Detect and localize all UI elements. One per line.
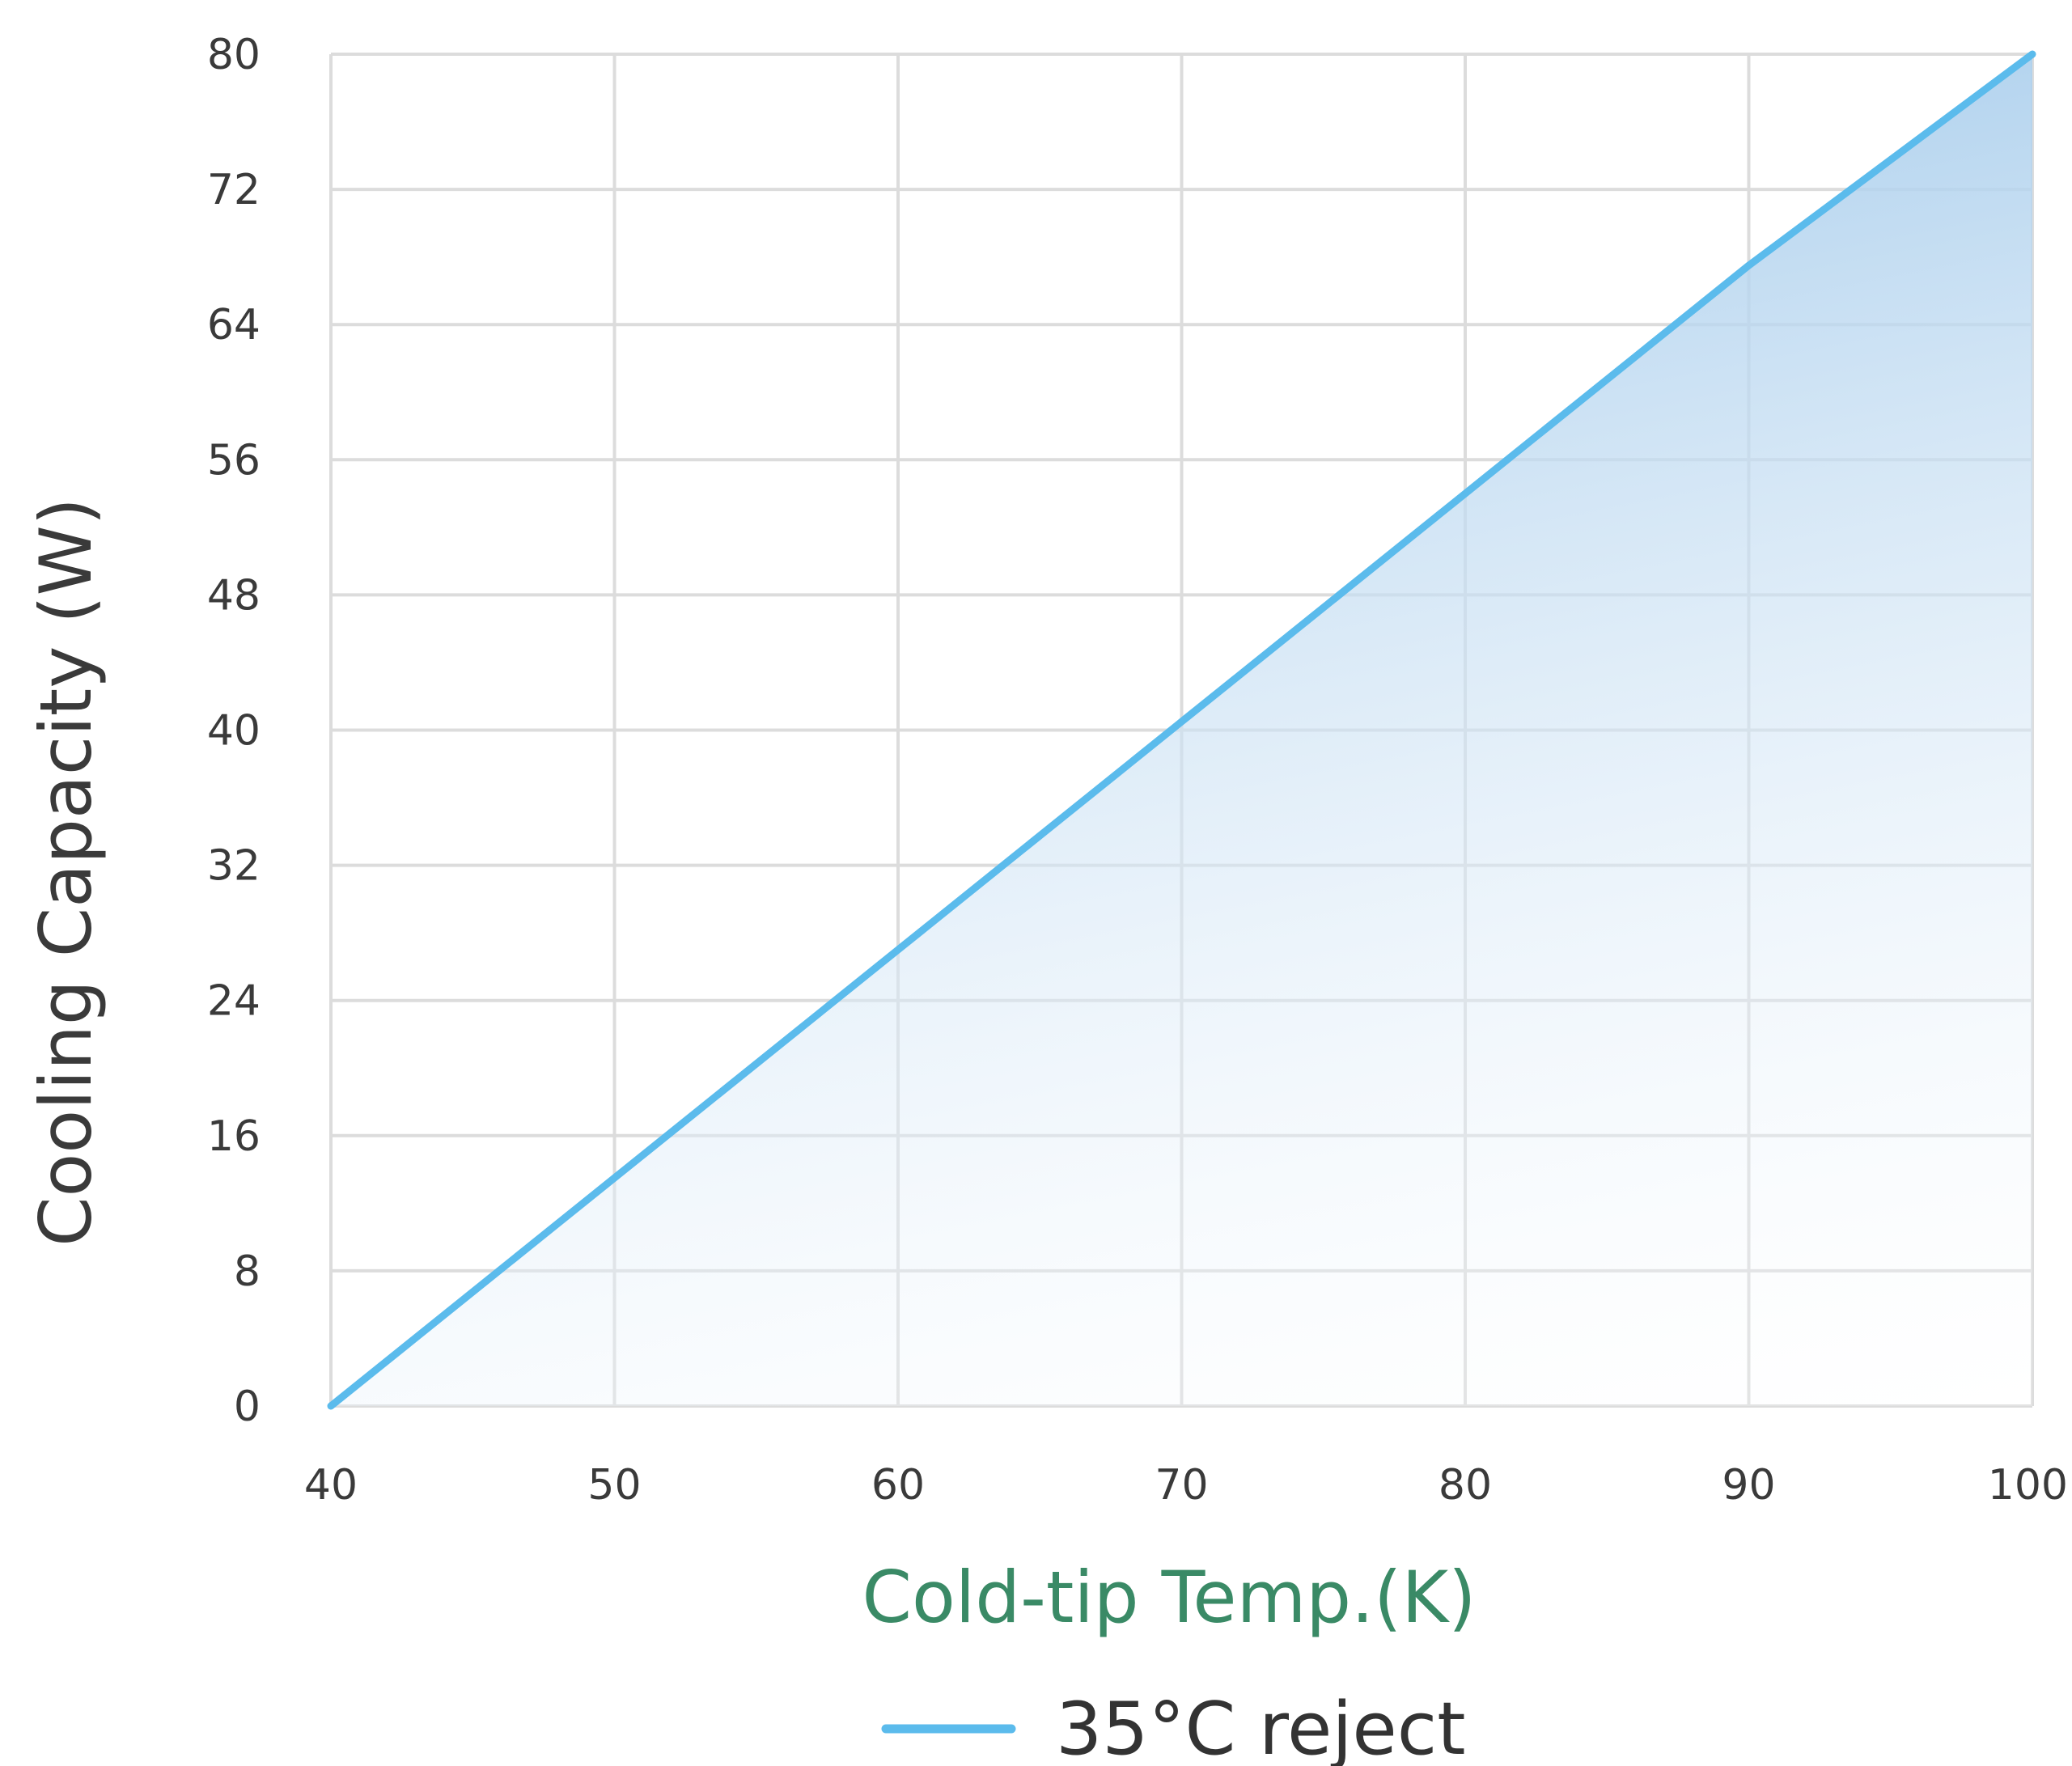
x-tick-label-50: 50 bbox=[587, 1461, 641, 1510]
y-axis-title: Cooling Capacity (W) bbox=[24, 498, 108, 1247]
y-tick-label-72: 72 bbox=[207, 166, 261, 214]
x-tick-label-80: 80 bbox=[1439, 1461, 1492, 1510]
y-tick-label-0: 0 bbox=[234, 1383, 261, 1431]
y-tick-label-48: 48 bbox=[207, 571, 261, 620]
x-axis-title: Cold-tip Temp.(K) bbox=[862, 1556, 1477, 1639]
y-tick-label-56: 56 bbox=[207, 436, 261, 485]
y-tick-label-8: 8 bbox=[234, 1247, 261, 1296]
legend: 35°C reject bbox=[881, 1687, 1466, 1766]
y-tick-label-32: 32 bbox=[207, 842, 261, 891]
x-tick-label-100: 100 bbox=[1988, 1461, 2068, 1510]
y-tick-label-40: 40 bbox=[207, 707, 261, 756]
legend-label: 35°C reject bbox=[1056, 1687, 1466, 1766]
y-tick-label-80: 80 bbox=[207, 31, 261, 79]
x-tick-label-40: 40 bbox=[304, 1461, 358, 1510]
x-tick-labels: 40 50 60 70 80 90 100 bbox=[304, 1461, 2068, 1510]
x-tick-label-70: 70 bbox=[1155, 1461, 1208, 1510]
x-tick-label-60: 60 bbox=[871, 1461, 925, 1510]
x-tick-label-90: 90 bbox=[1722, 1461, 1775, 1510]
y-tick-label-24: 24 bbox=[207, 977, 261, 1026]
y-tick-label-16: 16 bbox=[207, 1112, 261, 1161]
y-tick-label-64: 64 bbox=[207, 301, 261, 349]
series-line bbox=[327, 50, 2036, 1410]
y-tick-labels: 0 8 16 24 32 40 48 56 64 72 80 bbox=[207, 31, 261, 1431]
